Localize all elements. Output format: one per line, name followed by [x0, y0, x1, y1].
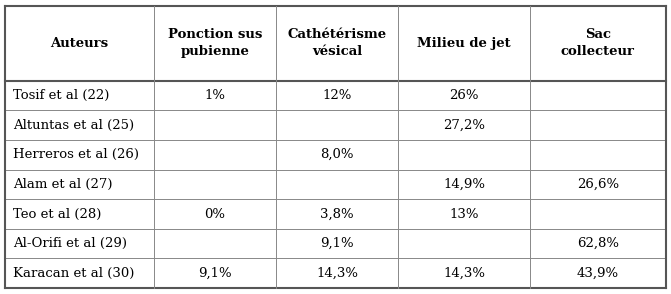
- Bar: [5, 81, 154, 110]
- Text: Auteurs: Auteurs: [50, 37, 109, 50]
- Bar: [530, 258, 666, 288]
- Bar: [398, 6, 530, 81]
- Bar: [530, 110, 666, 140]
- Bar: [5, 229, 154, 258]
- Bar: [5, 110, 154, 140]
- Bar: [5, 170, 154, 199]
- Bar: [5, 6, 154, 81]
- Text: Karacan et al (30): Karacan et al (30): [13, 267, 135, 280]
- Text: 14,3%: 14,3%: [444, 267, 485, 280]
- Text: 26%: 26%: [450, 89, 479, 102]
- Bar: [530, 6, 666, 81]
- Text: Al-Orifi et al (29): Al-Orifi et al (29): [13, 237, 127, 250]
- Text: 43,9%: 43,9%: [577, 267, 619, 280]
- Text: 9,1%: 9,1%: [198, 267, 231, 280]
- Bar: [530, 229, 666, 258]
- Text: Herreros et al (26): Herreros et al (26): [13, 148, 140, 161]
- Text: 13%: 13%: [450, 208, 479, 220]
- Bar: [276, 229, 398, 258]
- Text: Cathétérisme
vésical: Cathétérisme vésical: [288, 28, 386, 58]
- Bar: [154, 110, 276, 140]
- Bar: [154, 6, 276, 81]
- Bar: [5, 140, 154, 170]
- Bar: [154, 81, 276, 110]
- Bar: [398, 258, 530, 288]
- Bar: [154, 258, 276, 288]
- Text: Ponction sus
pubienne: Ponction sus pubienne: [168, 28, 262, 58]
- Bar: [5, 199, 154, 229]
- Bar: [276, 170, 398, 199]
- Bar: [276, 258, 398, 288]
- Text: 62,8%: 62,8%: [577, 237, 619, 250]
- Text: 26,6%: 26,6%: [577, 178, 619, 191]
- Text: 3,8%: 3,8%: [320, 208, 354, 220]
- Text: 8,0%: 8,0%: [320, 148, 354, 161]
- Bar: [398, 199, 530, 229]
- Bar: [276, 81, 398, 110]
- Bar: [530, 170, 666, 199]
- Bar: [154, 170, 276, 199]
- Bar: [398, 110, 530, 140]
- Bar: [5, 258, 154, 288]
- Text: 14,3%: 14,3%: [316, 267, 358, 280]
- Text: 27,2%: 27,2%: [444, 118, 485, 132]
- Text: Teo et al (28): Teo et al (28): [13, 208, 102, 220]
- Bar: [276, 110, 398, 140]
- Bar: [530, 140, 666, 170]
- Bar: [276, 6, 398, 81]
- Bar: [530, 81, 666, 110]
- Bar: [154, 199, 276, 229]
- Bar: [276, 199, 398, 229]
- Text: 1%: 1%: [205, 89, 225, 102]
- Bar: [398, 170, 530, 199]
- Text: 0%: 0%: [205, 208, 225, 220]
- Text: Altuntas et al (25): Altuntas et al (25): [13, 118, 135, 132]
- Text: Alam et al (27): Alam et al (27): [13, 178, 113, 191]
- Bar: [276, 140, 398, 170]
- Bar: [530, 199, 666, 229]
- Text: 14,9%: 14,9%: [444, 178, 485, 191]
- Bar: [154, 229, 276, 258]
- Bar: [398, 81, 530, 110]
- Text: 9,1%: 9,1%: [320, 237, 354, 250]
- Bar: [398, 140, 530, 170]
- Text: Milieu de jet: Milieu de jet: [417, 37, 511, 50]
- Text: Sac
collecteur: Sac collecteur: [561, 28, 635, 58]
- Text: Tosif et al (22): Tosif et al (22): [13, 89, 110, 102]
- Bar: [398, 229, 530, 258]
- Text: 12%: 12%: [323, 89, 352, 102]
- Bar: [154, 140, 276, 170]
